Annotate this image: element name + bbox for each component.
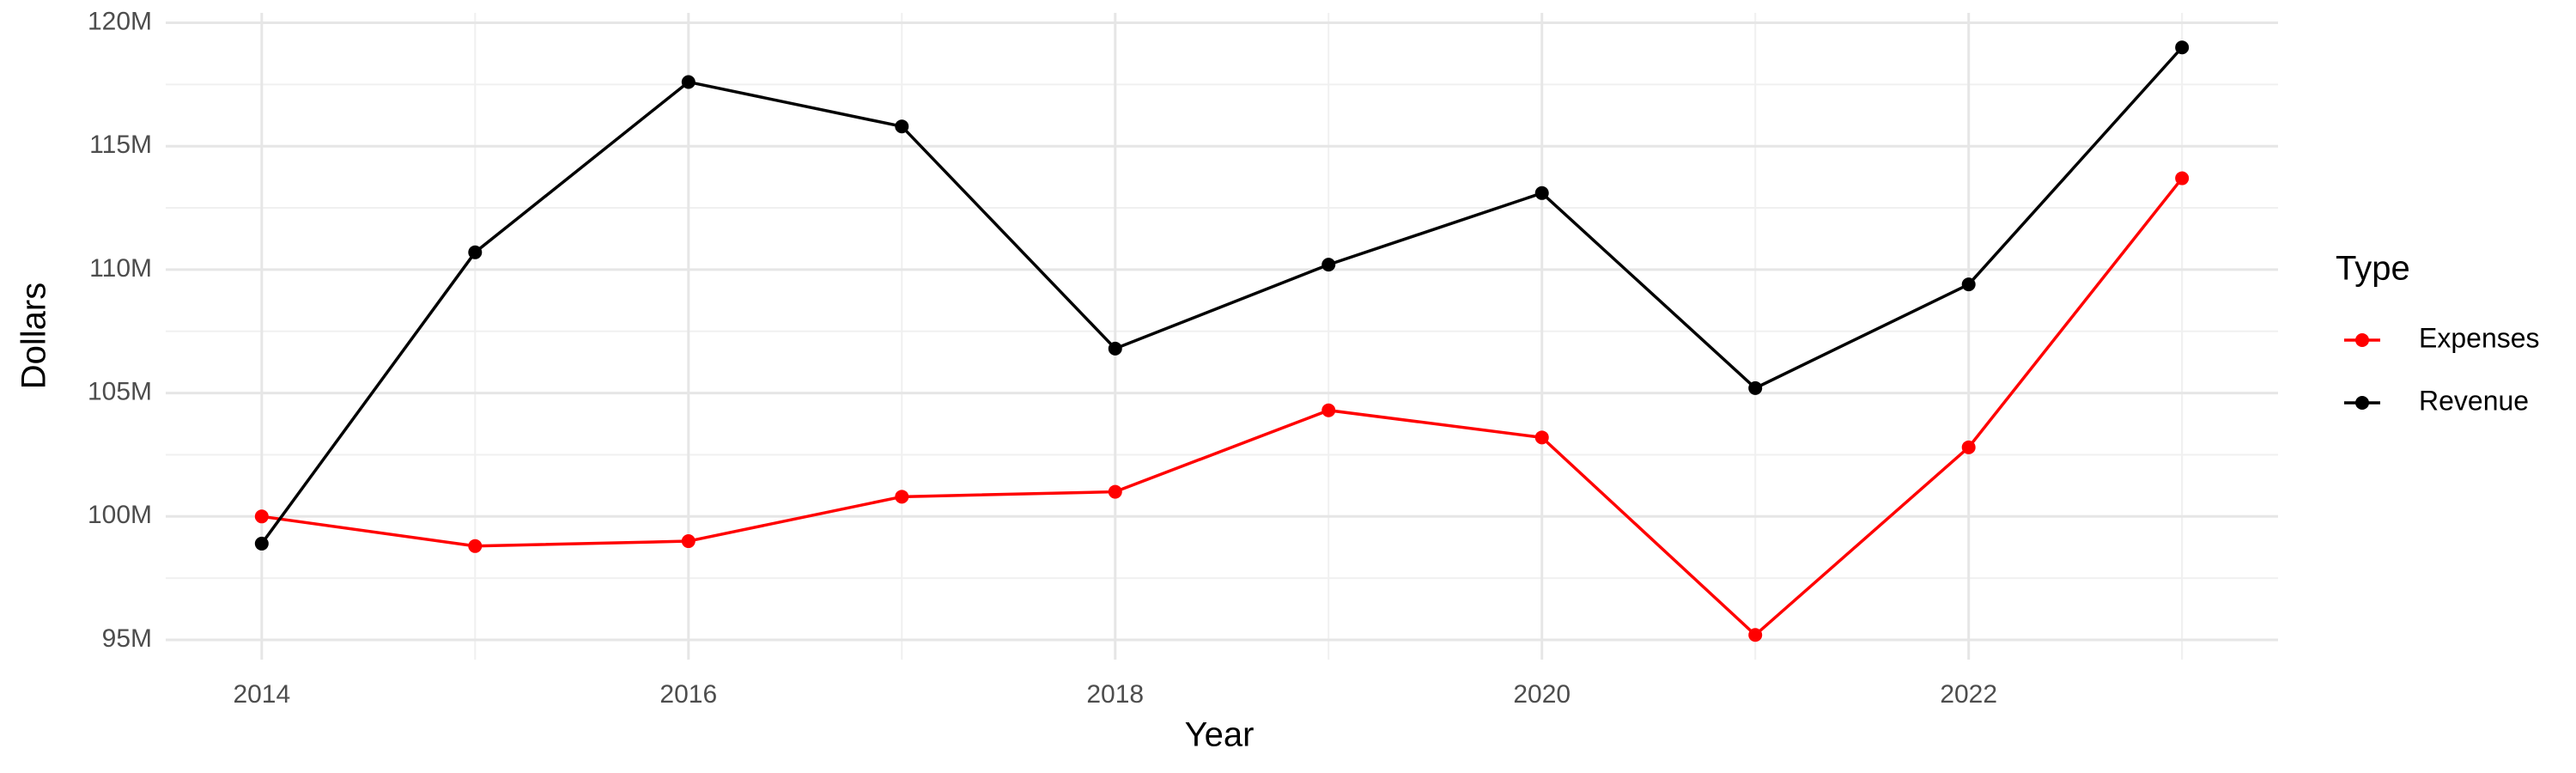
data-point xyxy=(468,245,483,259)
data-point xyxy=(1534,186,1549,200)
data-point xyxy=(254,536,269,551)
x-tick-label: 2016 xyxy=(659,680,717,709)
data-point xyxy=(2175,40,2190,55)
legend-label: Revenue xyxy=(2419,385,2529,416)
data-point xyxy=(681,534,696,549)
data-point xyxy=(2175,171,2190,186)
y-tick-label: 110M xyxy=(89,254,152,283)
data-point xyxy=(1748,628,1763,642)
series-line xyxy=(261,177,2184,637)
x-tick-label: 2014 xyxy=(233,680,290,709)
legend-title: Type xyxy=(2336,250,2410,288)
y-tick-label: 95M xyxy=(102,624,152,653)
data-point xyxy=(1108,484,1122,499)
data-point xyxy=(1748,380,1763,395)
y-tick-label: 105M xyxy=(88,378,152,406)
data-point xyxy=(1961,440,1976,454)
y-tick-label: 115M xyxy=(89,131,152,159)
y-axis-title: Dollars xyxy=(15,283,53,389)
data-point xyxy=(468,539,483,553)
series-line xyxy=(260,46,2184,545)
data-point xyxy=(895,490,909,504)
data-point xyxy=(895,119,909,134)
data-point xyxy=(1321,403,1336,417)
y-tick-label: 120M xyxy=(88,7,152,35)
data-point xyxy=(681,75,696,89)
data-point xyxy=(254,509,269,524)
data-point xyxy=(1534,430,1549,445)
x-axis-title: Year xyxy=(1185,716,1255,754)
x-tick-label: 2020 xyxy=(1513,680,1571,709)
legend-label: Expenses xyxy=(2419,322,2540,353)
legend-key-point xyxy=(2355,396,2369,410)
x-tick-label: 2022 xyxy=(1940,680,1997,709)
data-point xyxy=(1961,277,1976,292)
legend-key-point xyxy=(2355,333,2369,347)
data-point xyxy=(1108,341,1122,356)
data-point xyxy=(1321,258,1336,272)
y-tick-label: 100M xyxy=(88,501,152,529)
x-tick-label: 2018 xyxy=(1086,680,1144,709)
